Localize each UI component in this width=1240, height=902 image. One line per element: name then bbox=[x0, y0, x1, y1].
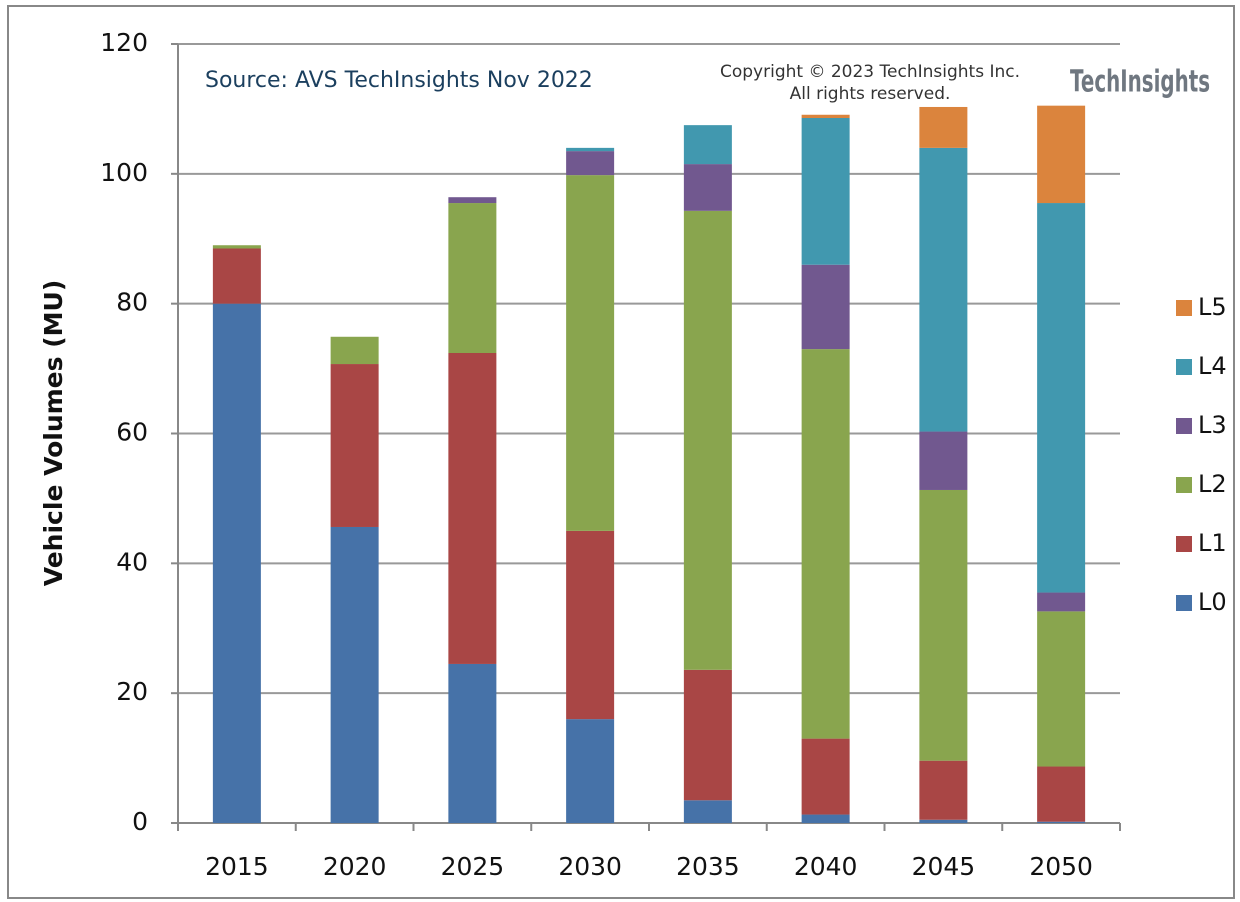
x-tick-label: 2030 bbox=[558, 852, 622, 881]
bar-segment bbox=[566, 147, 615, 152]
x-tick-label: 2035 bbox=[676, 852, 740, 881]
bar-segment bbox=[919, 431, 968, 490]
y-axis-label: Vehicle Volumes (MU) bbox=[39, 280, 68, 587]
bar-segment bbox=[683, 669, 732, 801]
bar-segment bbox=[801, 814, 850, 823]
y-tick-label: 120 bbox=[100, 28, 148, 57]
bar-segment bbox=[1037, 592, 1086, 612]
bar-segment bbox=[683, 125, 732, 165]
bar-segment bbox=[566, 175, 615, 531]
frame bbox=[7, 5, 1235, 899]
bar-segment bbox=[801, 118, 850, 265]
x-tick-label: 2020 bbox=[323, 852, 387, 881]
bar-segment bbox=[448, 663, 497, 823]
legend-swatch bbox=[1176, 418, 1192, 434]
bar-segment bbox=[919, 760, 968, 820]
legend-label: L2 bbox=[1198, 470, 1227, 498]
bar-segment bbox=[683, 800, 732, 823]
legend-swatch bbox=[1176, 359, 1192, 375]
bar-segment bbox=[330, 336, 379, 365]
copyright: All rights reserved. bbox=[790, 84, 951, 104]
legend-label: L0 bbox=[1198, 588, 1227, 616]
x-tick-label: 2045 bbox=[912, 852, 976, 881]
source-note: Source: AVS TechInsights Nov 2022 bbox=[205, 68, 593, 93]
logo: TechInsights bbox=[1070, 65, 1210, 100]
bar-segment bbox=[1037, 821, 1086, 823]
bar-segment bbox=[1037, 105, 1086, 204]
y-tick-label: 80 bbox=[116, 288, 148, 317]
bar-segment bbox=[1037, 766, 1086, 822]
bar-segment bbox=[448, 353, 497, 664]
bar-segment bbox=[330, 364, 379, 527]
bar-segment bbox=[566, 719, 615, 823]
bar-segment bbox=[212, 303, 261, 824]
y-tick-label: 40 bbox=[116, 547, 148, 576]
x-tick-label: 2025 bbox=[441, 852, 505, 881]
legend-label: L1 bbox=[1198, 529, 1227, 557]
legend-label: L3 bbox=[1198, 411, 1227, 439]
legend-label: L5 bbox=[1198, 293, 1227, 321]
bar-segment bbox=[212, 245, 261, 249]
bar-segment bbox=[1037, 611, 1086, 767]
x-tick-label: 2015 bbox=[205, 852, 269, 881]
bar-segment bbox=[1037, 203, 1086, 593]
bar-segment bbox=[801, 114, 850, 119]
bar-segment bbox=[683, 210, 732, 670]
legend-label: L4 bbox=[1198, 352, 1227, 380]
bar-segment bbox=[330, 526, 379, 823]
bar-segment bbox=[566, 530, 615, 720]
bar-segment bbox=[919, 819, 968, 823]
bar-segment bbox=[919, 147, 968, 432]
legend-swatch bbox=[1176, 477, 1192, 493]
x-tick-label: 2050 bbox=[1029, 852, 1093, 881]
y-tick-label: 0 bbox=[132, 807, 148, 836]
bar-segment bbox=[448, 203, 497, 354]
bar-segment bbox=[683, 164, 732, 211]
copyright: Copyright © 2023 TechInsights Inc. bbox=[720, 62, 1020, 82]
bar-segment bbox=[801, 349, 850, 739]
y-tick-label: 100 bbox=[100, 158, 148, 187]
bar-segment bbox=[212, 248, 261, 304]
bar-segment bbox=[448, 197, 497, 204]
bar-segment bbox=[566, 151, 615, 176]
x-tick-label: 2040 bbox=[794, 852, 858, 881]
legend-swatch bbox=[1176, 536, 1192, 552]
bar-segment bbox=[801, 264, 850, 350]
y-tick-label: 60 bbox=[116, 418, 148, 447]
bar-segment bbox=[919, 106, 968, 148]
legend-swatch bbox=[1176, 300, 1192, 316]
bar-segment bbox=[801, 738, 850, 815]
bar-segment bbox=[919, 489, 968, 761]
legend-swatch bbox=[1176, 595, 1192, 611]
y-tick-label: 20 bbox=[116, 677, 148, 706]
